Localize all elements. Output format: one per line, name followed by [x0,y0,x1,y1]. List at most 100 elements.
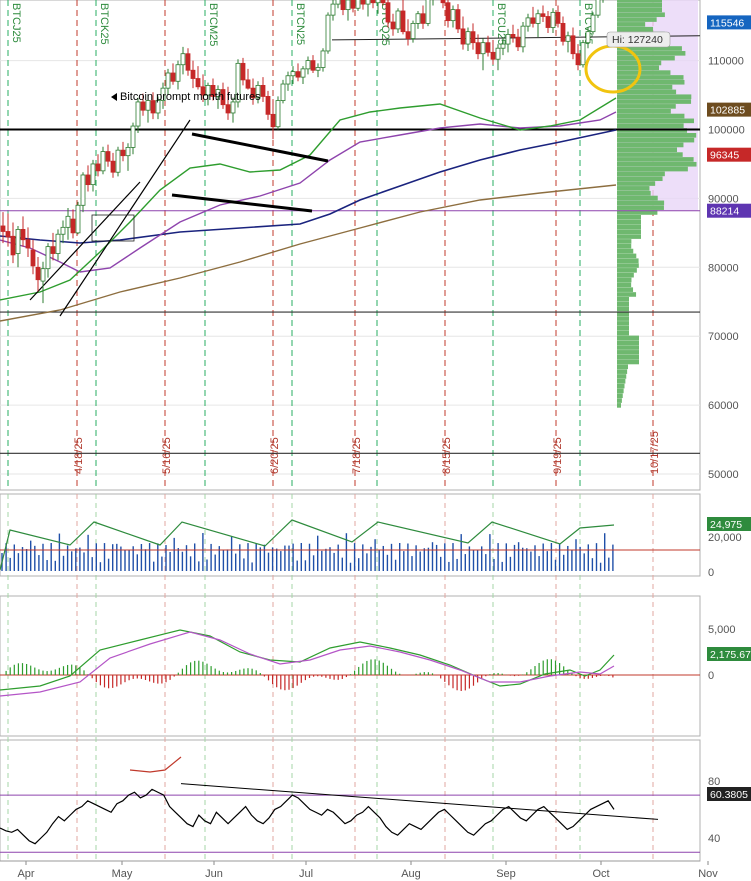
candle-body [475,42,481,55]
candle-body [50,246,56,254]
candle-body [455,9,461,30]
candle-body [280,83,286,101]
price-badge: 96345 [710,150,739,162]
pane-frame-0 [0,0,701,491]
candle-body [155,100,161,114]
candle-body [285,75,291,85]
volume-profile-bar [617,234,641,239]
volume-profile-bar [617,133,697,138]
candle-body [170,72,176,82]
volume-profile-bar [617,215,641,220]
candle-body [415,13,421,24]
volume-profile-bar [617,258,639,264]
candle-body [70,218,76,234]
macd-signal-line [0,631,615,697]
candle-body [310,60,316,71]
volume-profile-bar [617,219,641,225]
volume-profile-bar [617,388,624,394]
roll-date-label: 4/18/25 [73,437,85,474]
flag-lower [171,193,313,213]
volume-profile-bar [617,55,675,61]
volume-profile-bar [617,311,629,317]
candle-body [145,100,151,111]
candle-body [440,0,446,4]
candle-body [445,2,451,22]
candle-body [535,13,541,24]
rsi-line [0,788,615,845]
candle-body [260,85,266,97]
volume-profile-bar [617,26,654,32]
contract-label: BTCK25 [98,3,110,45]
oi-tick-label: 20,000 [708,532,742,544]
volume-profile-bar [617,2,662,8]
candle-body [315,67,321,71]
volume-profile-bar [617,0,662,3]
price-badge: 88214 [710,206,739,218]
price-badge-bg [707,15,751,30]
candle-body [510,34,516,38]
candle-body [490,51,496,60]
candle-body [150,100,156,114]
volume-profile-bar [617,340,639,346]
candle-body [585,31,591,44]
moving-average-200 [0,184,617,322]
flag-upper [191,132,329,163]
volume-profile-bar [617,296,629,302]
volume-profile-bar [617,22,646,27]
candle-body [520,25,526,48]
price-badge-bg [707,203,751,218]
candle-body [180,53,186,66]
roll-date-label: 7/18/25 [351,437,363,474]
volume-profile-bar [617,345,639,350]
consolidation-box [91,214,135,242]
candle-body [120,149,126,157]
volume-profile-bar [617,292,637,297]
volume-profile-bar [617,272,634,278]
candle-body [575,53,581,66]
candle-body [365,0,371,5]
candle-body [465,31,471,45]
volume-profile-bar [617,118,694,124]
candle-body [410,22,416,39]
volume-profile-bar [617,200,665,206]
contract-label: BTCN25 [294,3,306,45]
macd-line [0,629,615,691]
candle-body [140,101,146,111]
x-tick-label: Nov [698,868,718,880]
candle-body [265,96,271,115]
roll-date-label: 8/15/25 [441,437,453,474]
price-tick-label: 100000 [708,125,745,137]
candle-body [525,17,531,27]
volume-profile-bar [617,161,697,167]
volume-profile-bar [617,51,686,56]
rsi-tick-label: 80 [708,776,720,788]
volume-profile-bar [617,79,685,85]
volume-profile-bar [617,330,629,336]
candle-body [495,47,501,60]
candle-body [45,246,51,270]
candle-body [20,229,26,241]
candle-body [5,231,11,238]
volume-profile-bar [617,210,658,215]
pane-frame-1 [0,493,701,577]
candle-body [345,0,351,11]
volume-profile-bar [617,229,641,235]
volume-profile-bar [617,224,641,230]
volume-profile-bar [617,181,656,186]
x-tick-label: Aug [401,868,421,880]
volume-profile-bar [617,99,692,104]
candle-body [255,85,261,99]
volume-profile-bar [617,287,634,292]
volume-profile-bar [617,398,622,403]
candle-body [360,0,366,5]
candle-body [195,78,201,88]
volume-profile-bar [617,321,629,326]
candle-body [425,0,431,24]
volume-profile-bar [617,108,671,114]
volume-profile-bar [617,335,639,341]
candle-body [330,3,336,16]
candle-body [380,0,386,4]
volume-profile-bar [617,70,671,75]
volume-profile-bar [617,393,623,399]
